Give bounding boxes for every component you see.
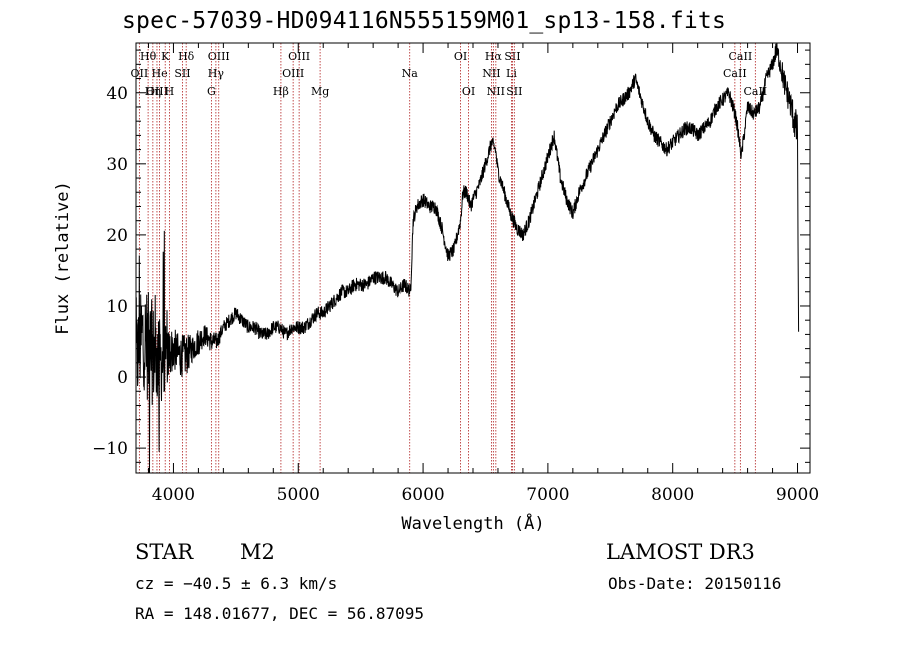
spectral-line-label: G — [207, 85, 216, 98]
coordinates: RA = 148.01677, DEC = 56.87095 — [135, 604, 424, 623]
ticks-layer: 4000 5000 6000 7000 8000 9000 −10 0 10 20 30 40 — [92, 43, 819, 505]
spectrum-layer — [135, 42, 800, 474]
spectral-line-label: Li — [506, 67, 517, 80]
spectral-line-label: CaII — [723, 67, 747, 80]
spectral-line-label: Hβ — [273, 85, 289, 98]
y-tick-label: 30 — [106, 155, 128, 175]
x-axis-label: Wavelength (Å) — [401, 512, 544, 534]
y-tick-label: 0 — [117, 368, 128, 388]
object-subclass: M2 — [240, 540, 275, 564]
survey-name: LAMOST DR3 — [606, 540, 755, 564]
spectral-line-label: He — [152, 67, 168, 80]
spectral-lines-layer: Hθ OII OIII He Hη K H Hδ SII OIII Hγ G OIII OIII Hβ Mg N… — [131, 43, 767, 473]
spectral-line-label: NII — [482, 67, 500, 80]
spectral-line-label: OII — [131, 67, 149, 80]
chart-title: spec-57039-HD094116N555159M01_sp13-158.f… — [122, 8, 727, 34]
spectral-line-label: SII — [504, 50, 520, 63]
spectral-line-label: Hη — [145, 85, 161, 98]
spectral-line-label: Hα — [485, 50, 503, 63]
spectral-line-label: OIII — [208, 50, 230, 63]
spectral-line-label: Hγ — [208, 67, 225, 80]
x-tick-label: 7000 — [526, 485, 569, 505]
y-tick-label: 40 — [106, 84, 128, 104]
y-tick-label: 10 — [106, 297, 128, 317]
spectral-line-label: Mg — [311, 85, 329, 98]
observation-date: Obs-Date: 20150116 — [608, 574, 782, 593]
spectral-line-label: Hθ — [140, 50, 157, 63]
spectrum-line — [135, 42, 800, 474]
plot-frame — [135, 42, 811, 474]
x-tick-label: 8000 — [651, 485, 694, 505]
x-tick-label: 5000 — [277, 485, 320, 505]
spectral-line-label: OIII — [282, 67, 304, 80]
spectral-line-label: Hδ — [178, 50, 195, 63]
spectral-line-label: OI — [454, 50, 467, 63]
x-tick-label: 4000 — [152, 485, 195, 505]
spectral-line-label: OIII — [146, 85, 168, 98]
spectral-line-label: OIII — [288, 50, 310, 63]
spectral-line-label: H — [165, 85, 175, 98]
spectral-line-label: SII — [506, 85, 522, 98]
spectral-line-label: Na — [402, 67, 419, 80]
x-tick-label: 6000 — [401, 485, 444, 505]
object-class: STAR — [135, 540, 194, 564]
y-axis-label: Flux (relative) — [53, 181, 73, 335]
spectral-line-label: CaII — [729, 50, 753, 63]
spectral-line-label: SII — [174, 67, 190, 80]
redshift-value: cz = −40.5 ± 6.3 km/s — [135, 574, 338, 593]
spectral-line-label: K — [161, 50, 170, 63]
y-tick-label: −10 — [92, 439, 128, 459]
spectral-line-label: OI — [462, 85, 475, 98]
spectral-line-label: NII — [487, 85, 505, 98]
y-tick-label: 20 — [106, 226, 128, 246]
x-tick-label: 9000 — [776, 485, 819, 505]
